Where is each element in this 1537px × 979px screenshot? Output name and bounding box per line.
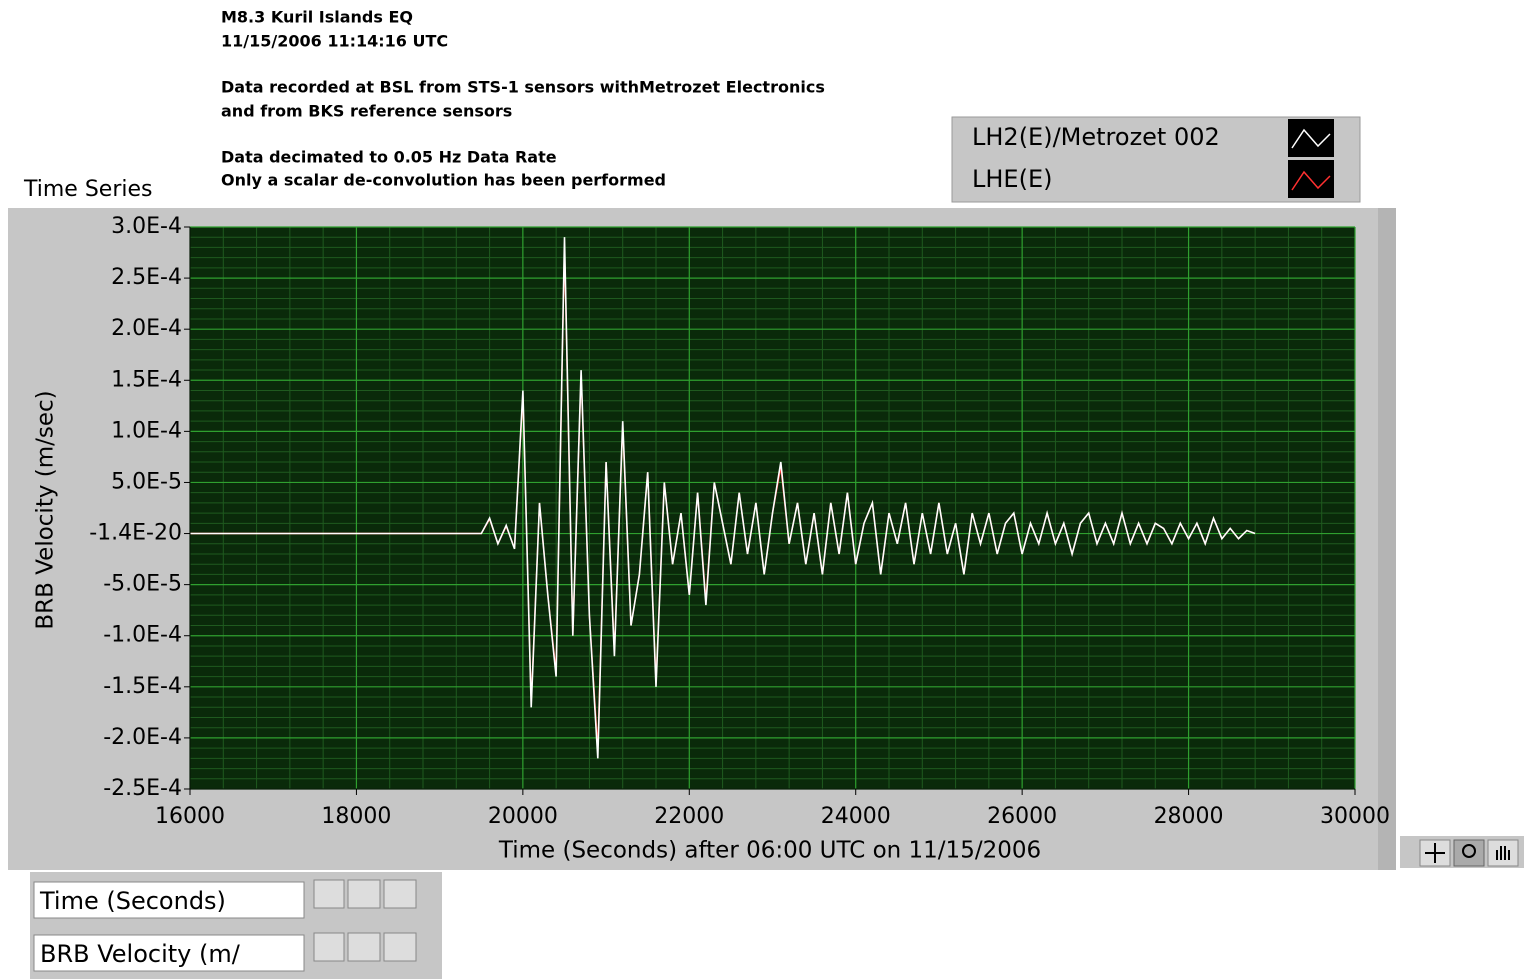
input-text: Time (Seconds) (39, 887, 226, 915)
input-box (33, 934, 305, 972)
y-tick-label: 2.5E-4 (111, 265, 182, 290)
input-box (33, 881, 305, 919)
x-axis-label: Time (Seconds) after 06:00 UTC on 11/15/… (498, 838, 1041, 864)
x-tick-label: 20000 (488, 804, 558, 829)
annotation: Data decimated to 0.05 Hz Data Rate (221, 148, 557, 167)
graph-tools[interactable] (1400, 836, 1524, 868)
annotation: 11/15/2006 11:14:16 UTC (221, 32, 448, 51)
y-tick-label: 2.0E-4 (111, 316, 182, 341)
y-tick-label: 3.0E-4 (111, 214, 182, 239)
scale-buttons[interactable] (313, 879, 417, 962)
x-tick-label: 28000 (1154, 804, 1224, 829)
y-tick-label: -2.0E-4 (103, 725, 182, 750)
legend-swatch-line (1291, 170, 1331, 191)
y-tick-label: -1.0E-4 (103, 623, 182, 648)
plot-layer (189, 226, 1356, 790)
annotation: M8.3 Kuril Islands EQ (221, 8, 413, 27)
x-tick-label: 18000 (321, 804, 391, 829)
plot-area (190, 227, 1355, 789)
y-tick-label: -1.4E-20 (89, 521, 182, 546)
legend-label: LHE(E) (972, 165, 1052, 193)
annotation: Data recorded at BSL from STS-1 sensors … (221, 78, 825, 97)
y-axis-label: BRB Velocity (m/sec) (33, 390, 59, 629)
x-tick-label: 26000 (987, 804, 1057, 829)
series-line (190, 237, 1256, 759)
input-text: BRB Velocity (m/ (40, 940, 241, 968)
y-tick-label: -5.0E-5 (103, 572, 182, 597)
y-tick-label: 1.0E-4 (111, 418, 182, 443)
y-tick-label: 1.5E-4 (111, 367, 182, 392)
legend-swatch-line (1291, 128, 1331, 149)
plot-label: Time Series (23, 177, 153, 202)
y-tick-label: -1.5E-4 (103, 674, 182, 699)
x-tick-label: 24000 (821, 804, 891, 829)
annotation: Only a scalar de-convolution has been pe… (221, 171, 666, 190)
x-tick-label: 30000 (1320, 804, 1390, 829)
x-tick-label: 16000 (155, 804, 225, 829)
legend-label: LH2(E)/Metrozet 002 (972, 123, 1220, 151)
y-tick-label: 5.0E-5 (111, 469, 182, 494)
panel-edge (1378, 208, 1396, 870)
x-tick-label: 22000 (654, 804, 724, 829)
annotation: and from BKS reference sensors (221, 102, 512, 121)
y-tick-label: -2.5E-4 (103, 776, 182, 801)
